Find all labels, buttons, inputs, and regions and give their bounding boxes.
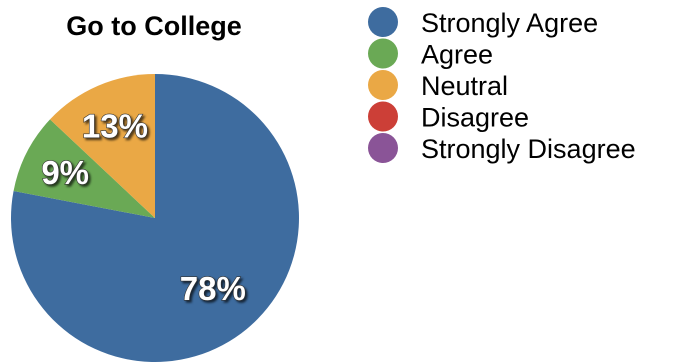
legend-swatch-neutral xyxy=(368,70,398,100)
legend-item-strongly-agree: Strongly Agree xyxy=(368,7,598,38)
legend-swatch-agree xyxy=(368,38,398,69)
legend-item-neutral: Neutral xyxy=(368,70,508,101)
legend-label-neutral: Neutral xyxy=(421,71,508,101)
legend-swatch-strongly-disagree xyxy=(368,133,398,163)
pie-slice-labels: 78% 9% 13% xyxy=(41,107,247,308)
legend-label-disagree: Disagree xyxy=(421,103,529,133)
slice-label-neutral: 13% xyxy=(82,107,148,144)
legend-item-agree: Agree xyxy=(368,38,493,70)
legend: Strongly AgreeAgreeNeutralDisagreeStrong… xyxy=(368,7,636,164)
pie-slice-agree xyxy=(13,119,156,218)
chart-title: Go to College xyxy=(66,11,242,41)
pie-slice-neutral xyxy=(50,74,155,218)
legend-label-strongly-agree: Strongly Agree xyxy=(421,8,598,38)
slice-label-strongly-agree: 78% xyxy=(180,270,246,307)
legend-swatch-strongly-agree xyxy=(368,7,398,37)
pie-slice-strongly-agree xyxy=(10,74,300,362)
legend-label-strongly-disagree: Strongly Disagree xyxy=(421,134,636,164)
legend-item-strongly-disagree: Strongly Disagree xyxy=(368,133,636,164)
slice-label-agree: 9% xyxy=(41,154,89,191)
legend-swatch-disagree xyxy=(368,101,398,132)
legend-label-agree: Agree xyxy=(421,40,493,70)
pie-slices xyxy=(10,74,300,362)
legend-item-disagree: Disagree xyxy=(368,101,529,133)
